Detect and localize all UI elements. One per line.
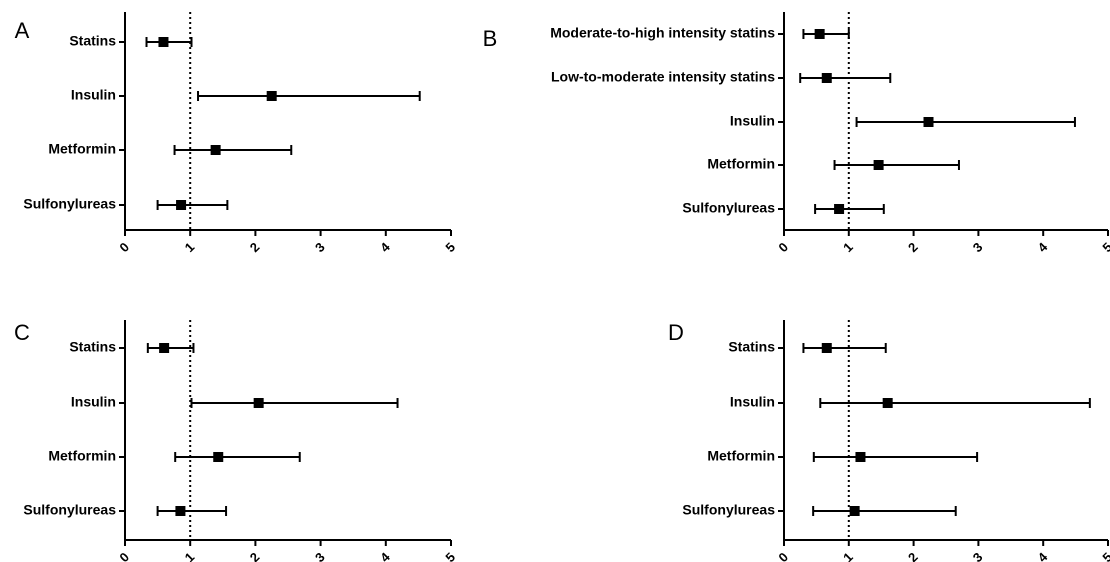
point-estimate-marker — [210, 145, 221, 155]
x-tick-label: 2 — [905, 239, 921, 255]
category-label: Insulin — [730, 394, 775, 410]
x-tick-label: 2 — [247, 549, 263, 562]
x-tick-label: 4 — [377, 549, 393, 562]
point-estimate-marker — [821, 73, 832, 83]
point-estimate-marker — [873, 160, 884, 170]
panel-letter: D — [668, 320, 684, 345]
point-estimate-marker — [882, 398, 893, 408]
point-estimate-marker — [158, 37, 169, 47]
x-tick-label: 4 — [377, 239, 393, 255]
x-tick-label: 3 — [312, 549, 328, 562]
x-tick-label: 3 — [970, 239, 986, 255]
category-label: Metformin — [707, 448, 775, 464]
x-tick-label: 4 — [1035, 549, 1051, 562]
forest-panel-d: D 0 1 2 3 4 5 Statins Insulin Metformin Sulfonylur… — [668, 320, 1110, 562]
panel-letter: A — [15, 18, 30, 43]
x-tick-label: 1 — [182, 549, 198, 562]
point-estimate-marker — [176, 200, 187, 210]
category-label: Low-to-moderate intensity statins — [551, 69, 775, 85]
forest-panel-b: B 0 1 2 3 4 5 Moderate-to-high intensity statin… — [483, 12, 1110, 255]
point-estimate-marker — [213, 452, 224, 462]
category-label: Statins — [69, 339, 116, 355]
x-tick-label: 5 — [442, 239, 458, 255]
point-estimate-marker — [814, 29, 825, 39]
x-tick-label: 5 — [1099, 239, 1110, 255]
point-estimate-marker — [834, 204, 845, 214]
x-tick-label: 5 — [442, 549, 458, 562]
panel-letter: C — [14, 320, 30, 345]
x-tick-label: 0 — [116, 239, 132, 255]
point-estimate-marker — [923, 117, 934, 127]
x-tick-label: 1 — [182, 239, 198, 255]
category-label: Insulin — [71, 394, 116, 410]
point-estimate-marker — [253, 398, 264, 408]
panel-letter: B — [483, 26, 498, 51]
x-tick-label: 0 — [775, 549, 791, 562]
point-estimate-marker — [849, 506, 860, 516]
x-tick-label: 5 — [1099, 549, 1110, 562]
x-tick-label: 0 — [775, 239, 791, 255]
x-tick-label: 4 — [1035, 239, 1051, 255]
x-tick-label: 0 — [116, 549, 132, 562]
x-tick-label: 3 — [312, 239, 328, 255]
x-tick-label: 3 — [970, 549, 986, 562]
category-label: Sulfonylureas — [23, 502, 116, 518]
forest-panel-c: C 0 1 2 3 4 5 Statins Insulin Metformin Sulfonylur… — [14, 320, 458, 562]
category-label: Sulfonylureas — [682, 200, 775, 216]
category-label: Insulin — [71, 87, 116, 103]
category-label: Sulfonylureas — [682, 502, 775, 518]
category-label: Metformin — [48, 141, 116, 157]
forest-panel-a: A 0 1 2 3 4 5 Statins Insulin Metformin Sulfonylur… — [15, 12, 458, 255]
category-label: Metformin — [48, 448, 116, 464]
point-estimate-marker — [159, 343, 170, 353]
category-label: Statins — [69, 33, 116, 49]
point-estimate-marker — [175, 506, 186, 516]
point-estimate-marker — [266, 91, 277, 101]
x-tick-label: 2 — [905, 549, 921, 562]
x-tick-label: 1 — [840, 549, 856, 562]
category-label: Sulfonylureas — [23, 196, 116, 212]
x-tick-label: 1 — [840, 239, 856, 255]
point-estimate-marker — [821, 343, 832, 353]
category-label: Moderate-to-high intensity statins — [550, 25, 775, 41]
category-label: Statins — [728, 339, 775, 355]
point-estimate-marker — [855, 452, 866, 462]
category-label: Insulin — [730, 113, 775, 129]
category-label: Metformin — [707, 156, 775, 172]
x-tick-label: 2 — [247, 239, 263, 255]
